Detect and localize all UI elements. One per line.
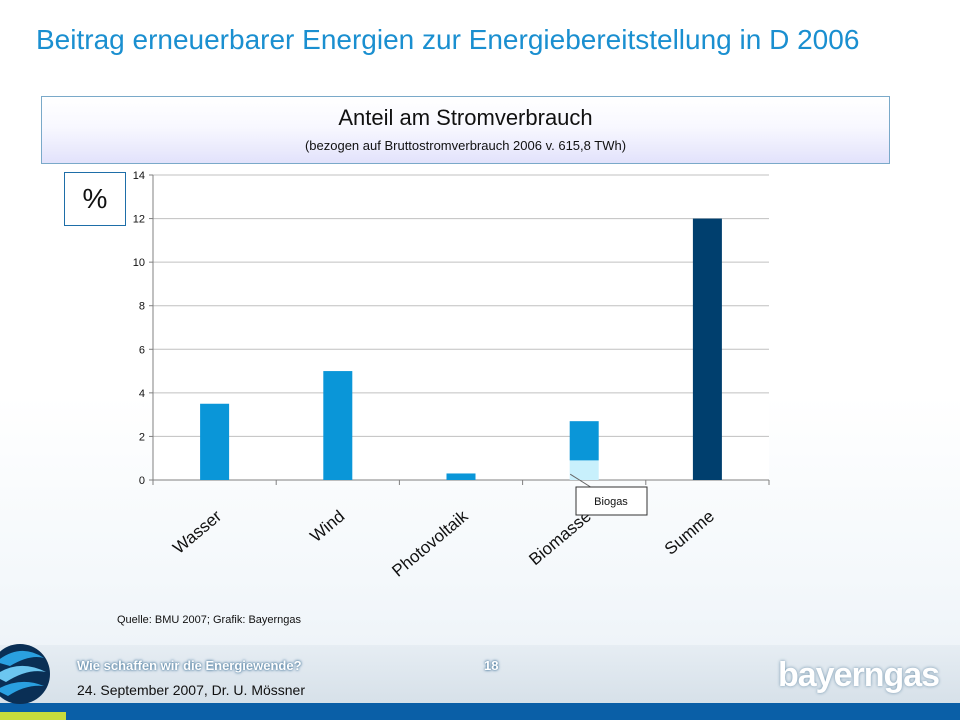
y-tick-label: 14 [133, 170, 145, 182]
y-tick-label: 6 [139, 344, 145, 356]
bar-wind [323, 371, 353, 480]
annotation-box [575, 486, 648, 516]
y-tick-label: 2 [139, 431, 145, 443]
page-number: 18 [484, 658, 499, 673]
bar-biomasse [569, 421, 599, 461]
brand-logo-text: bayerngas [778, 656, 940, 694]
chart-header-title: Anteil am Stromverbrauch [338, 105, 593, 130]
chart-header-subtitle: (bezogen auf Bruttostromverbrauch 2006 v… [304, 138, 627, 153]
bar-wasser [200, 403, 230, 480]
bar-biogas [569, 460, 599, 480]
footer-stripe [0, 703, 960, 720]
x-category-label: Biomasse [525, 507, 594, 570]
footer-date: 24. September 2007, Dr. U. Mössner [77, 682, 305, 698]
bar-photovoltaik [446, 473, 476, 480]
y-tick-label: 4 [139, 388, 145, 400]
y-tick-label: 12 [133, 214, 145, 226]
source-note: Quelle: BMU 2007; Grafik: Bayerngas [117, 614, 302, 626]
footer-title: Wie schaffen wir die Energiewende? [77, 658, 302, 673]
y-tick-label: 10 [133, 257, 145, 269]
x-category-label: Summe [661, 507, 718, 559]
bayerngas-swirl-logo-icon [0, 644, 50, 704]
chart-header-box: Anteil am Stromverbrauch (bezogen auf Br… [41, 96, 890, 164]
annotation-label: Biogas [594, 496, 628, 508]
x-category-label: Wind [306, 507, 348, 546]
y-tick-label: 0 [139, 475, 145, 487]
slide-title: Beitrag erneuerbarer Energien zur Energi… [36, 24, 860, 55]
bar-summe [692, 218, 722, 481]
x-category-label: Photovoltaik [388, 506, 472, 580]
footer-stripe-accent [0, 712, 66, 720]
annotation-leader [569, 473, 593, 489]
y-tick-label: 8 [139, 301, 145, 313]
plot-area [153, 175, 769, 480]
x-category-label: Wasser [169, 506, 225, 557]
unit-label: % [64, 172, 126, 226]
